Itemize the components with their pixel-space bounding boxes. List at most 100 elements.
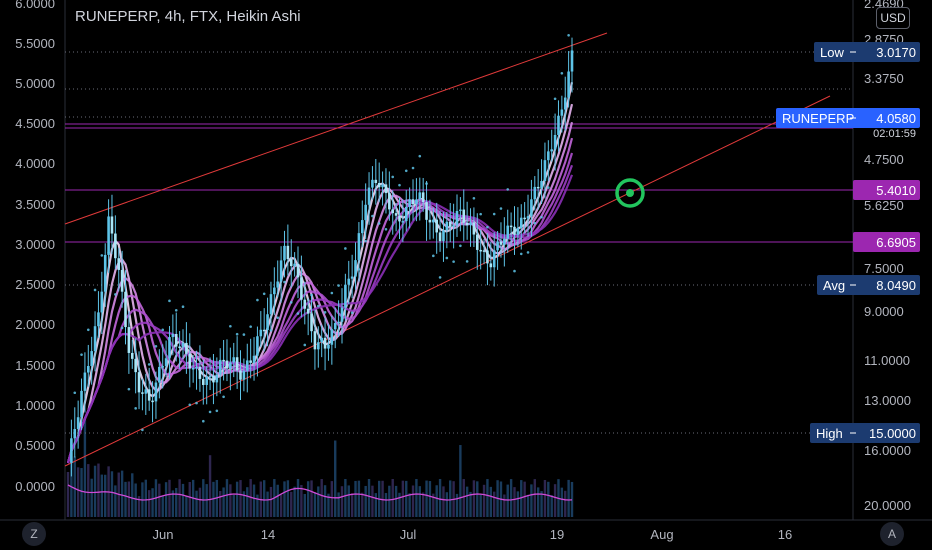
candle	[276, 281, 280, 288]
candle	[218, 359, 222, 375]
candle	[191, 367, 195, 370]
sar-dot	[330, 291, 334, 295]
candle	[154, 382, 158, 402]
sar-dot	[438, 276, 442, 279]
candle	[404, 206, 408, 222]
candle	[205, 376, 208, 385]
sar-dot	[479, 212, 482, 216]
volume-bar	[249, 479, 252, 517]
sar-dot	[445, 256, 449, 260]
badge-box	[817, 275, 920, 295]
candle	[327, 344, 330, 349]
candle	[503, 238, 506, 245]
candle	[360, 220, 364, 234]
volume-bar	[337, 492, 340, 517]
candle	[469, 222, 472, 226]
candle	[442, 230, 445, 242]
volume-bar	[547, 481, 550, 517]
volume-bar	[256, 494, 259, 517]
timezone-toggle-button[interactable]: Z	[22, 522, 46, 546]
badge-value: 4.0580	[876, 111, 916, 126]
volume-bar	[232, 494, 235, 517]
candle	[428, 219, 432, 223]
sar-dot	[432, 254, 435, 258]
lower-trendline[interactable]	[64, 95, 831, 467]
right-price-axis[interactable]: 2.46902.87503.37504.00004.75005.62507.50…	[864, 0, 911, 513]
target-dot-icon	[626, 189, 634, 197]
candle	[127, 327, 131, 353]
sar-dot	[181, 305, 185, 309]
candle	[499, 241, 503, 245]
volume-bar	[428, 481, 432, 517]
auto-scale-button[interactable]: A	[880, 522, 904, 546]
volume-bar	[266, 491, 269, 517]
sar-dot	[465, 260, 469, 263]
sar-dot	[303, 343, 307, 347]
sar-dot	[161, 328, 165, 332]
candle	[320, 337, 323, 343]
volume-bar	[202, 479, 205, 517]
sar-dot	[506, 188, 510, 191]
candle	[286, 245, 290, 260]
badge-label: RUNEPERP	[782, 111, 854, 126]
volume-bar	[520, 480, 523, 517]
volume-bar	[533, 479, 536, 517]
volume-bar	[93, 465, 97, 517]
sar-dot	[425, 182, 428, 185]
volume-bar	[570, 481, 574, 517]
volume-bar	[161, 495, 164, 517]
candle	[273, 287, 276, 295]
volume-bar	[290, 491, 293, 517]
candle	[408, 199, 411, 207]
volume-bar	[526, 494, 530, 517]
currency-button[interactable]: USD	[876, 7, 910, 29]
volume-bar	[347, 485, 350, 517]
volume-bar	[381, 480, 384, 517]
candle	[344, 284, 347, 308]
candle	[374, 179, 378, 184]
candle	[482, 250, 486, 252]
volume-bars	[66, 419, 574, 517]
volume-bar	[364, 485, 367, 517]
candle	[134, 358, 137, 373]
volume-bar	[455, 493, 459, 517]
ma-ribbon-line	[66, 121, 574, 464]
volume-bar	[225, 479, 229, 517]
sar-dot	[513, 269, 516, 273]
sar-dot	[147, 363, 151, 366]
volume-bar	[124, 481, 127, 517]
candle	[306, 308, 310, 314]
time-tick-label: Jul	[400, 527, 417, 542]
volume-bar	[344, 479, 347, 517]
left-price-axis[interactable]: 6.0000 5.5000 5.0000 4.5000 4.0000 3.5000 3.00…	[15, 0, 55, 494]
candle	[181, 342, 185, 348]
candle	[222, 359, 225, 362]
sar-dot	[114, 293, 117, 296]
candle	[445, 221, 449, 231]
volume-bar	[323, 485, 327, 517]
left-tick-label: 2.5000	[15, 277, 55, 292]
volume-bar	[489, 486, 493, 517]
volume-bar	[283, 481, 286, 517]
sar-dot	[141, 428, 144, 432]
volume-bar	[482, 484, 486, 517]
sar-dot	[323, 311, 327, 314]
right-tick-label: 11.0000	[864, 353, 910, 368]
sar-dot	[540, 215, 543, 219]
sar-dot	[317, 304, 320, 308]
badge-box	[853, 232, 920, 252]
upper-trendline[interactable]	[64, 32, 608, 225]
volume-bar	[540, 491, 543, 517]
time-axis[interactable]: Jun 14 Jul 19 Aug 16	[153, 527, 793, 542]
volume-bar	[442, 486, 445, 517]
candle	[256, 336, 259, 356]
candle	[185, 342, 188, 354]
volume-bar	[516, 491, 520, 517]
volume-bar	[222, 487, 225, 517]
candle	[70, 438, 73, 463]
candle	[310, 313, 313, 332]
candle	[465, 222, 469, 226]
target-marker[interactable]	[615, 178, 645, 208]
volume-bar	[83, 419, 87, 517]
